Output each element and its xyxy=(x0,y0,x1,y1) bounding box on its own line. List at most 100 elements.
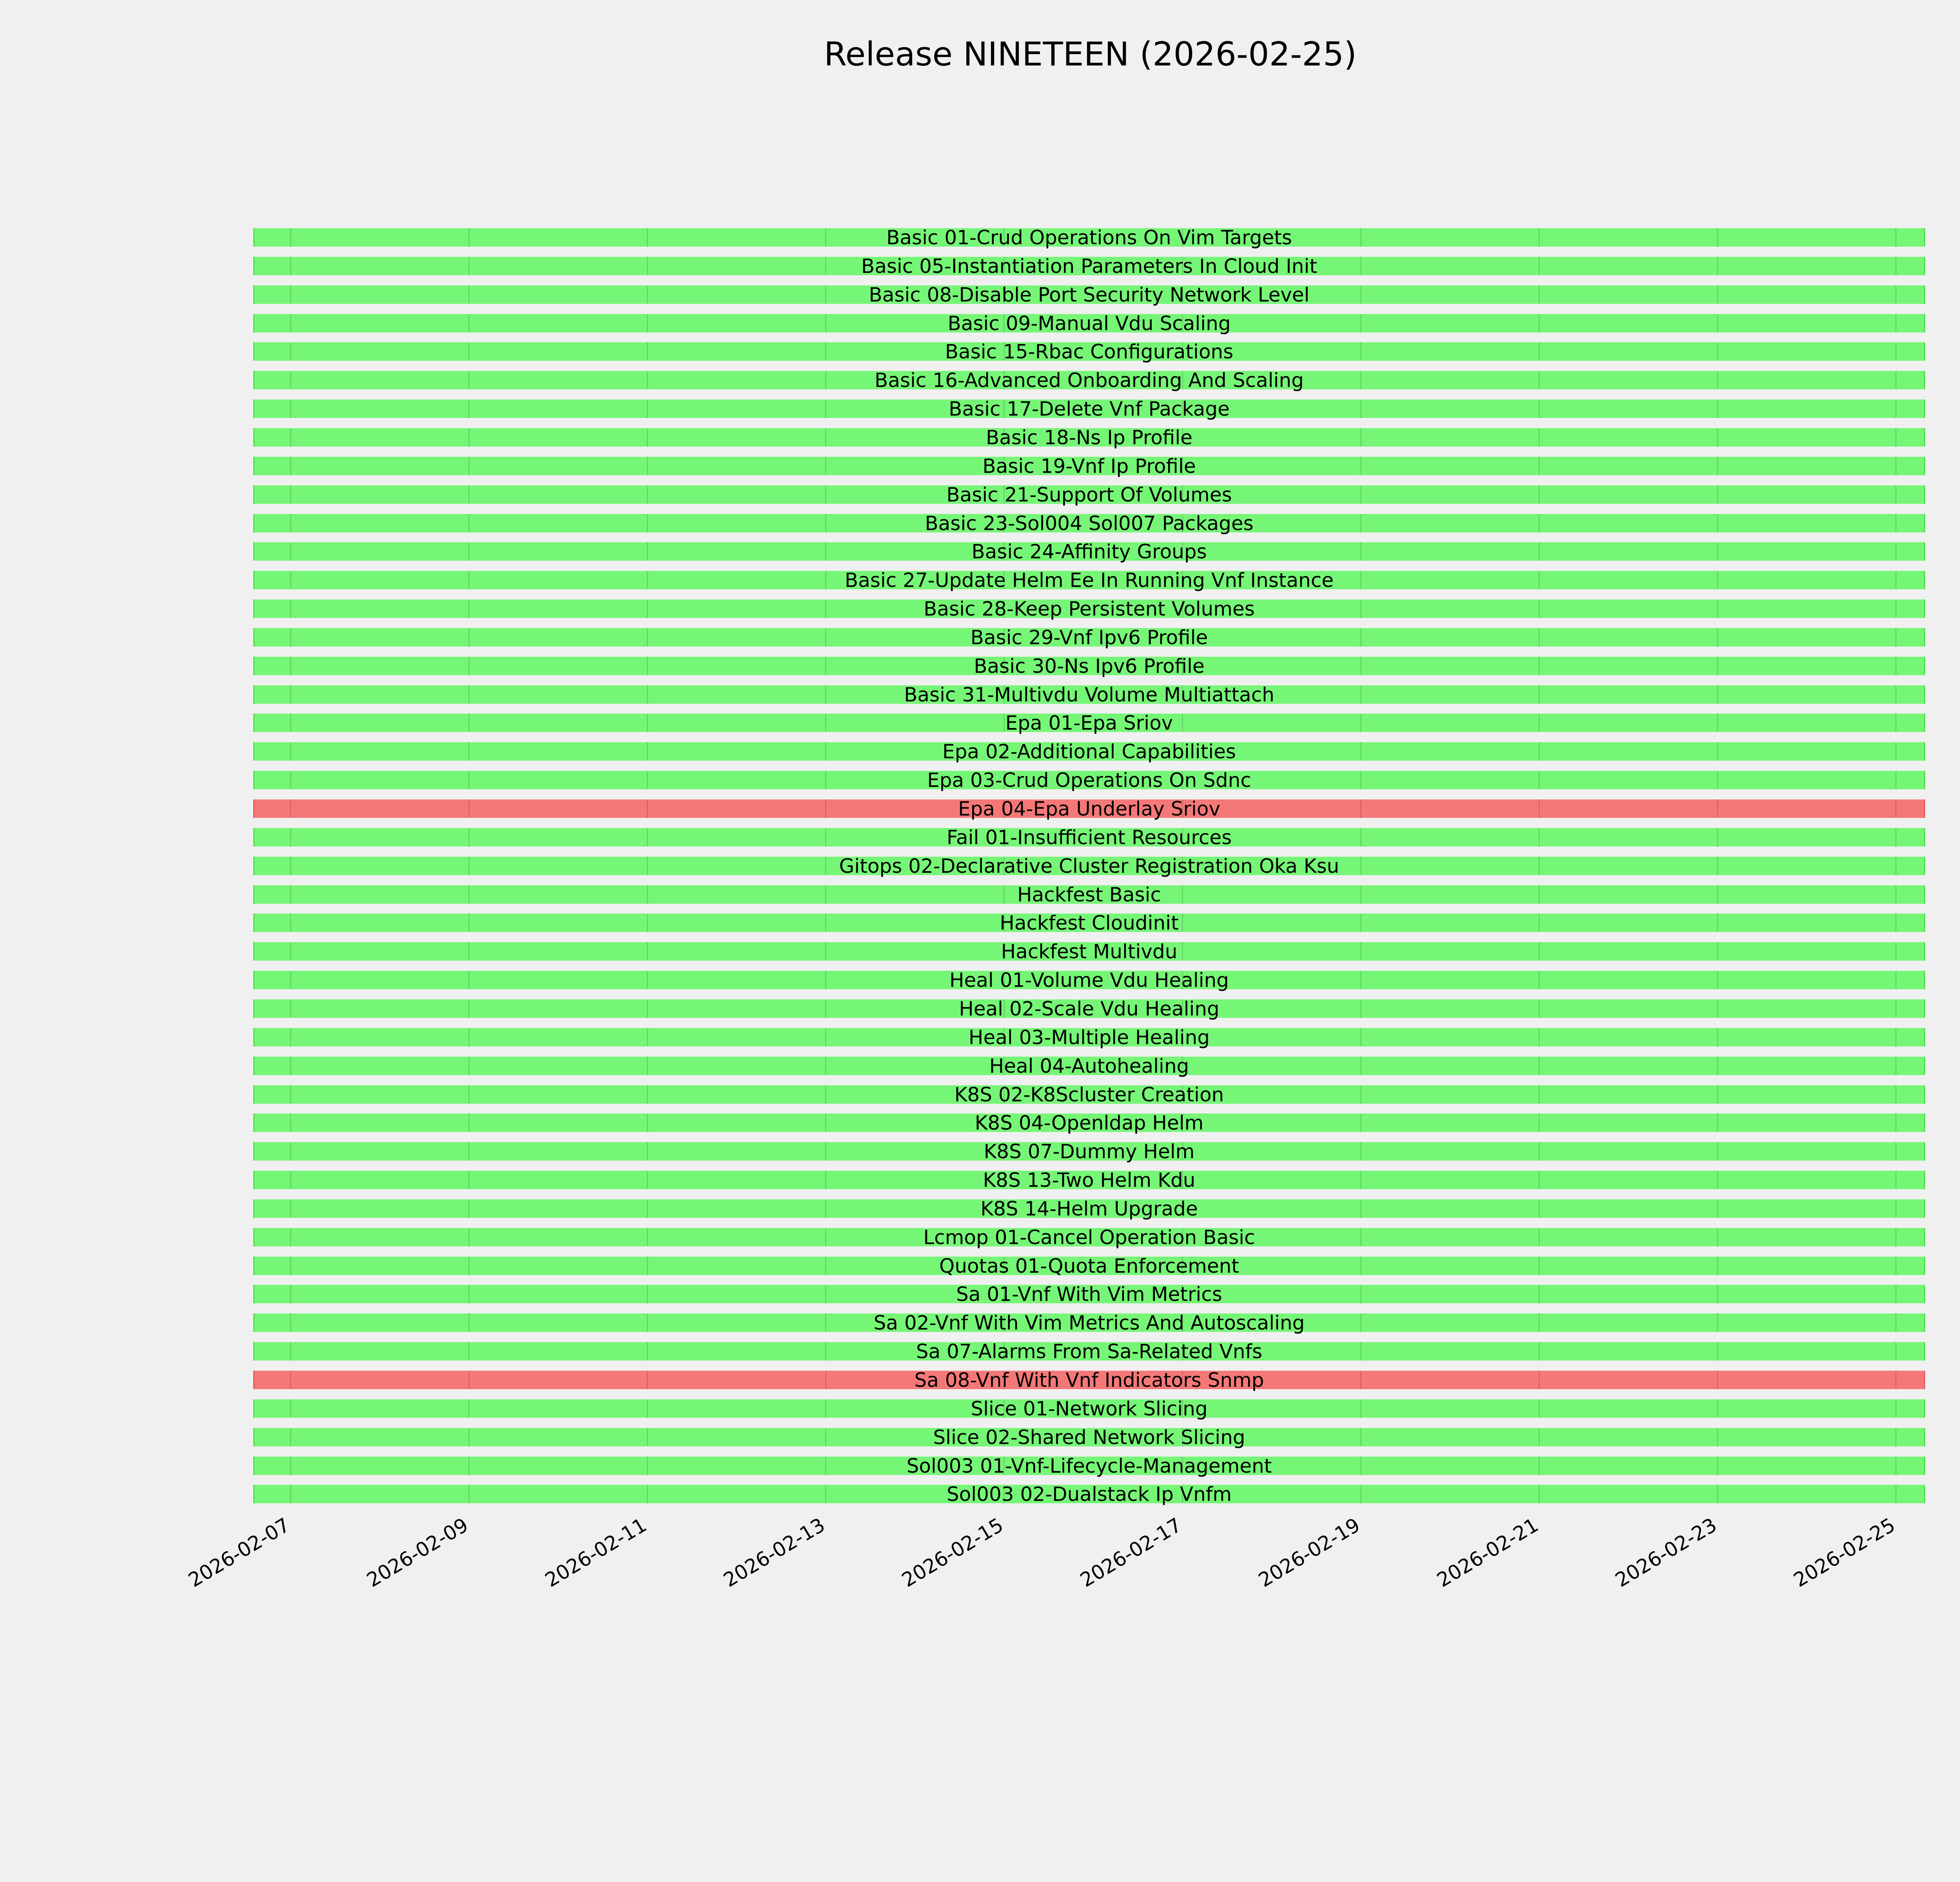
bar-label: Heal 01-Volume Vdu Healing xyxy=(949,969,1229,992)
bar-label: Hackfest Basic xyxy=(1017,883,1161,906)
gantt-bar: Hackfest Multivdu xyxy=(253,942,1925,961)
bar-label: K8S 04-Openldap Helm xyxy=(975,1112,1204,1135)
bar-label: Quotas 01-Quota Enforcement xyxy=(939,1254,1240,1277)
bar-label: Lcmop 01-Cancel Operation Basic xyxy=(923,1226,1255,1249)
gantt-bar: Fail 01-Insufficient Resources xyxy=(253,828,1925,847)
bar-label: Sa 07-Alarms From Sa-Related Vnfs xyxy=(916,1340,1263,1363)
bar-label: Sa 02-Vnf With Vim Metrics And Autoscali… xyxy=(873,1312,1305,1335)
bar-label: Basic 24-Affinity Groups xyxy=(971,540,1207,563)
x-axis-tick-label: 2026-02-23 xyxy=(1611,1513,1721,1592)
gantt-bar: Basic 24-Affinity Groups xyxy=(253,542,1925,561)
gantt-bar: Basic 19-Vnf Ip Profile xyxy=(253,454,1925,478)
bar-label: Heal 03-Multiple Healing xyxy=(968,1026,1210,1049)
bar-label: Basic 21-Support Of Volumes xyxy=(946,483,1232,506)
gantt-bar: Basic 08-Disable Port Security Network L… xyxy=(253,283,1925,306)
bar-label: Heal 04-Autohealing xyxy=(989,1054,1189,1077)
gantt-bar: Basic 23-Sol004 Sol007 Packages xyxy=(253,512,1925,535)
gantt-bar: Basic 30-Ns Ipv6 Profile xyxy=(253,654,1925,678)
x-axis-tick-label: 2026-02-21 xyxy=(1433,1513,1543,1592)
x-axis-tick-label: 2026-02-17 xyxy=(1076,1513,1186,1592)
gantt-bar: Basic 16-Advanced Onboarding And Scaling xyxy=(253,369,1925,392)
bar-label: Basic 23-Sol004 Sol007 Packages xyxy=(925,512,1254,535)
gantt-bar: Hackfest Cloudinit xyxy=(253,912,1925,935)
gantt-bar: Epa 01-Epa Sriov xyxy=(253,712,1925,735)
gantt-bar: Heal 01-Volume Vdu Healing xyxy=(253,969,1925,992)
gantt-bar: Hackfest Basic xyxy=(253,883,1925,906)
gantt-bar: Sol003 01-Vnf-Lifecycle-Management xyxy=(253,1454,1925,1477)
gantt-bar: Basic 18-Ns Ip Profile xyxy=(253,428,1925,447)
bar-label: K8S 13-Two Helm Kdu xyxy=(983,1169,1196,1192)
chart-title: Release NINETEEN (2026-02-25) xyxy=(824,35,1357,73)
bar-label: Sol003 02-Dualstack Ip Vnfm xyxy=(946,1483,1232,1506)
bar-label: Epa 03-Crud Operations On Sdnc xyxy=(927,769,1251,792)
bar-label: Hackfest Cloudinit xyxy=(1000,912,1179,935)
bar-label: Basic 09-Manual Vdu Scaling xyxy=(947,312,1231,335)
gantt-bar: Basic 09-Manual Vdu Scaling xyxy=(253,312,1925,335)
gantt-bar: Epa 04-Epa Underlay Sriov xyxy=(253,797,1925,820)
gantt-bar: Slice 01-Network Slicing xyxy=(253,1397,1925,1420)
bar-label: Epa 02-Additional Capabilities xyxy=(942,740,1236,763)
bar-label: Basic 30-Ns Ipv6 Profile xyxy=(974,654,1205,678)
bar-label: Heal 02-Scale Vdu Healing xyxy=(959,997,1220,1020)
bar-label: K8S 14-Helm Upgrade xyxy=(980,1197,1198,1220)
x-axis-tick-label: 2026-02-25 xyxy=(1789,1513,1899,1592)
gantt-bar: Epa 02-Additional Capabilities xyxy=(253,742,1925,761)
bar-label: K8S 07-Dummy Helm xyxy=(984,1140,1195,1163)
gantt-bar: Epa 03-Crud Operations On Sdnc xyxy=(253,769,1925,792)
gantt-bar: Basic 05-Instantiation Parameters In Clo… xyxy=(253,254,1925,278)
bar-label: Basic 01-Crud Operations On Vim Targets xyxy=(886,226,1292,249)
bar-label: Basic 18-Ns Ip Profile xyxy=(985,426,1193,449)
bar-label: Basic 29-Vnf Ipv6 Profile xyxy=(970,626,1208,649)
bar-label: Epa 01-Epa Sriov xyxy=(1005,712,1173,735)
gantt-bar: K8S 02-K8Scluster Creation xyxy=(253,1085,1925,1104)
gantt-bar: Lcmop 01-Cancel Operation Basic xyxy=(253,1226,1925,1249)
x-axis-tick-label: 2026-02-13 xyxy=(719,1513,829,1592)
gantt-bar: Basic 21-Support Of Volumes xyxy=(253,483,1925,506)
gantt-bar: Sol003 02-Dualstack Ip Vnfm xyxy=(253,1483,1925,1506)
bar-label: Basic 28-Keep Persistent Volumes xyxy=(924,598,1255,621)
gantt-bar: K8S 07-Dummy Helm xyxy=(253,1142,1925,1161)
gantt-bar: Gitops 02-Declarative Cluster Registrati… xyxy=(253,854,1925,877)
gantt-bar: K8S 13-Two Helm Kdu xyxy=(253,1169,1925,1192)
gantt-bar: Heal 02-Scale Vdu Healing xyxy=(253,997,1925,1020)
x-axis-tick-label: 2026-02-15 xyxy=(898,1513,1007,1592)
bar-label: Basic 16-Advanced Onboarding And Scaling xyxy=(875,369,1304,392)
gantt-bar: Heal 03-Multiple Healing xyxy=(253,1026,1925,1049)
bar-label: Sol003 01-Vnf-Lifecycle-Management xyxy=(906,1454,1272,1477)
gantt-bar: Basic 01-Crud Operations On Vim Targets xyxy=(253,228,1925,247)
gantt-bar: K8S 14-Helm Upgrade xyxy=(253,1197,1925,1220)
x-axis-tick-label: 2026-02-07 xyxy=(184,1513,294,1592)
bar-label: Slice 02-Shared Network Slicing xyxy=(933,1426,1245,1449)
bar-label: Basic 17-Delete Vnf Package xyxy=(949,398,1230,421)
gantt-bar: Sa 02-Vnf With Vim Metrics And Autoscali… xyxy=(253,1312,1925,1335)
gantt-bar: Basic 31-Multivdu Volume Multiattach xyxy=(253,685,1925,705)
bar-label: Basic 15-Rbac Configurations xyxy=(945,340,1234,363)
bar-label: K8S 02-K8Scluster Creation xyxy=(954,1083,1224,1106)
gantt-bar: Slice 02-Shared Network Slicing xyxy=(253,1426,1925,1449)
bar-label: Gitops 02-Declarative Cluster Registrati… xyxy=(839,854,1339,877)
gantt-bar: Basic 17-Delete Vnf Package xyxy=(253,398,1925,421)
bar-label: Slice 01-Network Slicing xyxy=(971,1397,1208,1420)
gantt-bar: K8S 04-Openldap Helm xyxy=(253,1112,1925,1135)
bar-label: Basic 08-Disable Port Security Network L… xyxy=(869,283,1310,306)
bar-label: Epa 04-Epa Underlay Sriov xyxy=(958,797,1221,820)
gantt-bar: Heal 04-Autohealing xyxy=(253,1054,1925,1077)
x-axis-tick-label: 2026-02-09 xyxy=(363,1513,472,1592)
gantt-bar: Sa 07-Alarms From Sa-Related Vnfs xyxy=(253,1342,1925,1361)
bar-label: Fail 01-Insufficient Resources xyxy=(946,826,1232,849)
x-axis-tick-label: 2026-02-19 xyxy=(1254,1513,1364,1592)
bar-label: Basic 05-Instantiation Parameters In Clo… xyxy=(861,254,1318,278)
bar-label: Sa 01-Vnf With Vim Metrics xyxy=(956,1283,1222,1306)
bar-label: Sa 08-Vnf With Vnf Indicators Snmp xyxy=(914,1369,1264,1392)
bar-label: Basic 27-Update Helm Ee In Running Vnf I… xyxy=(844,569,1334,592)
x-axis-tick-label: 2026-02-11 xyxy=(541,1513,651,1592)
gantt-bar: Basic 15-Rbac Configurations xyxy=(253,340,1925,363)
plot-area: Basic 01-Crud Operations On Vim Targets B… xyxy=(253,228,1927,1522)
gantt-bar: Basic 27-Update Helm Ee In Running Vnf I… xyxy=(253,569,1925,592)
bar-label: Hackfest Multivdu xyxy=(1001,940,1178,963)
gantt-bar: Sa 01-Vnf With Vim Metrics xyxy=(253,1283,1925,1306)
gantt-bar: Basic 28-Keep Persistent Volumes xyxy=(253,598,1925,621)
gantt-bar: Basic 29-Vnf Ipv6 Profile xyxy=(253,628,1925,647)
bar-label: Basic 19-Vnf Ip Profile xyxy=(982,454,1196,478)
